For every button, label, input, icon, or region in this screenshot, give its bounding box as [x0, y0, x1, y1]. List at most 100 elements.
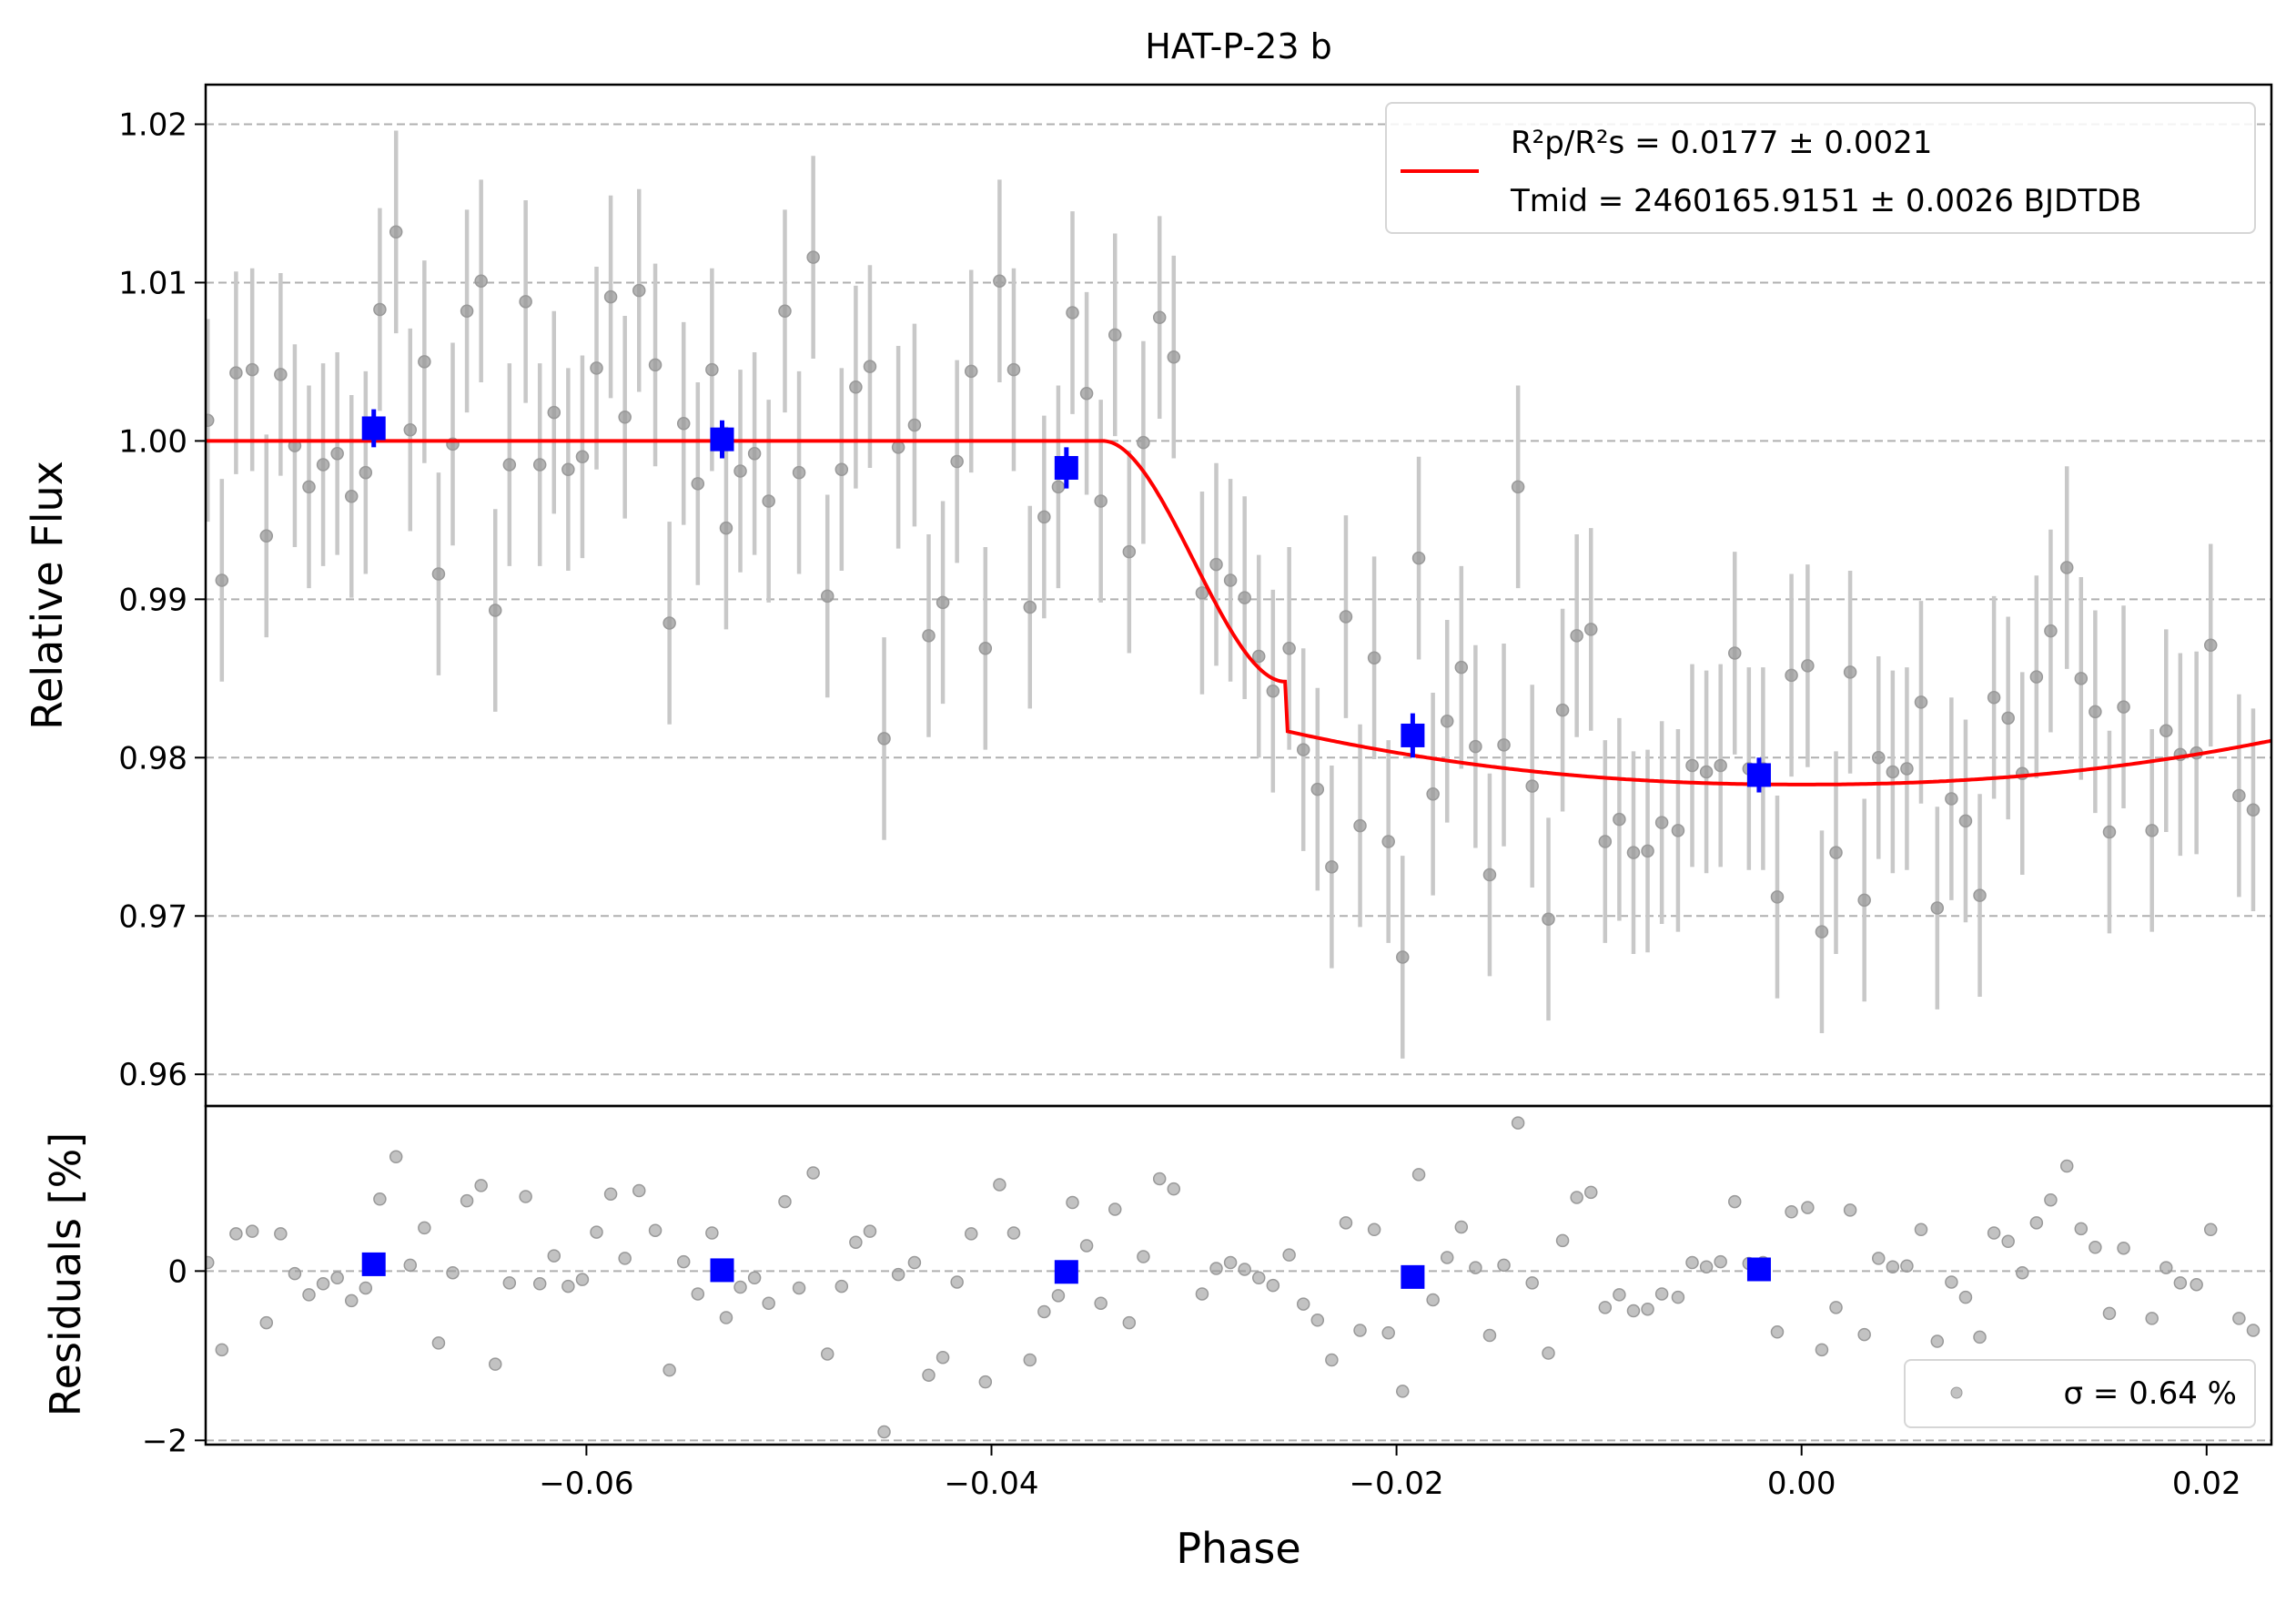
residual-point — [820, 1347, 834, 1361]
residual-point — [1801, 1201, 1815, 1214]
residual-point — [561, 1279, 575, 1294]
residual-point — [936, 1350, 950, 1365]
binned-point — [710, 427, 734, 451]
data-point — [863, 360, 877, 373]
data-point — [1209, 557, 1223, 572]
x-tick-label: 0.02 — [2172, 1466, 2241, 1502]
data-point — [936, 595, 950, 610]
transit-model-line — [206, 439, 2271, 786]
data-point — [519, 295, 532, 309]
data-point — [1886, 765, 1900, 779]
residual-point — [891, 1267, 905, 1282]
residual-point — [719, 1311, 733, 1324]
residual-point — [502, 1276, 517, 1290]
top-legend: R²p/R²s = 0.0177 ± 0.0021 Tmid = 2460165… — [1385, 102, 2256, 234]
residual-point — [733, 1280, 747, 1294]
top-y-tick-label: 0.97 — [118, 898, 187, 935]
data-point — [1353, 818, 1367, 833]
residual-point — [1023, 1353, 1037, 1367]
data-point — [274, 368, 288, 381]
data-point — [1426, 787, 1440, 801]
residual-point — [2102, 1306, 2117, 1321]
data-point — [1613, 812, 1626, 827]
residual-point — [1296, 1297, 1310, 1311]
residual-point — [1037, 1304, 1051, 1319]
data-point — [1296, 743, 1310, 756]
residual-point — [1108, 1202, 1122, 1216]
residual-point — [460, 1193, 474, 1208]
residual-point — [1857, 1327, 1871, 1342]
data-point — [618, 411, 632, 424]
data-point — [1238, 591, 1251, 604]
residual-point — [1654, 1287, 1669, 1301]
residual-point — [1094, 1296, 1108, 1310]
data-point — [302, 480, 316, 494]
data-point — [1367, 651, 1381, 665]
residual-point — [245, 1224, 259, 1238]
residual-point — [1914, 1223, 1928, 1237]
top-y-ticks: 0.96 0.97 0.98 0.99 1.00 1.01 1.02 — [118, 107, 206, 1093]
data-point — [1829, 846, 1843, 859]
data-point — [590, 361, 603, 375]
residual-point — [2173, 1276, 2188, 1290]
binned-residual — [1401, 1264, 1425, 1289]
residual-point — [403, 1258, 418, 1273]
residual-point — [2001, 1234, 2015, 1249]
bottom-y-tick-label: −2 — [142, 1423, 187, 1459]
data-point — [747, 447, 762, 461]
data-point — [1137, 435, 1150, 450]
residual-point — [1555, 1233, 1570, 1248]
data-point — [2001, 711, 2015, 725]
data-point — [2145, 824, 2159, 837]
x-tick-label: 0.00 — [1767, 1466, 1836, 1502]
top-y-tick-label: 0.99 — [118, 582, 187, 618]
residual-point — [1266, 1278, 1280, 1293]
data-point — [1396, 950, 1410, 964]
top-y-tick-label: 0.98 — [118, 740, 187, 776]
residual-point — [618, 1252, 632, 1265]
data-point — [849, 380, 863, 394]
data-point — [1801, 659, 1815, 673]
legend-model-line-2: Tmid = 2460165.9151 ± 0.0026 BJDTDB — [1510, 183, 2141, 219]
residual-legend-label: σ = 0.64 % — [2064, 1375, 2237, 1412]
data-point — [1167, 350, 1181, 364]
data-point — [1583, 623, 1598, 636]
residual-point — [519, 1190, 532, 1203]
data-point — [877, 732, 891, 746]
data-point — [719, 521, 733, 535]
data-point — [1266, 684, 1280, 698]
residual-point — [1815, 1343, 1829, 1357]
residual-point — [1209, 1262, 1223, 1275]
residual-point — [849, 1235, 863, 1249]
top-legend-box — [1385, 102, 2256, 234]
residual-point — [1626, 1304, 1641, 1318]
binned-residual — [1746, 1257, 1771, 1282]
residual-point — [1641, 1302, 1654, 1316]
residual-point — [978, 1375, 993, 1389]
residual-point — [1699, 1260, 1714, 1273]
residual-point — [1339, 1216, 1353, 1230]
residual-point — [1381, 1325, 1395, 1340]
residual-point — [1613, 1288, 1626, 1302]
residual-point — [2089, 1241, 2102, 1254]
binned-residual — [361, 1252, 386, 1276]
residual-point — [288, 1266, 302, 1281]
residual-point — [206, 1255, 215, 1270]
data-point — [1411, 551, 1426, 565]
data-point — [778, 304, 792, 319]
residual-point — [1469, 1261, 1482, 1274]
residual-binned-points — [361, 1252, 1771, 1289]
data-point — [206, 413, 215, 428]
residual-point — [1598, 1301, 1613, 1314]
residual-point — [1426, 1293, 1440, 1307]
residual-point — [547, 1249, 561, 1263]
residual-point — [215, 1343, 229, 1357]
residual-point — [359, 1281, 373, 1295]
residual-point — [316, 1277, 330, 1291]
residual-point — [1843, 1203, 1857, 1217]
x-ticks: −0.06 −0.04 −0.02 0.00 0.02 — [539, 1445, 2241, 1502]
residual-point — [922, 1368, 936, 1382]
data-point — [431, 567, 446, 581]
data-point — [1066, 306, 1079, 320]
residual-point — [1714, 1254, 1727, 1269]
